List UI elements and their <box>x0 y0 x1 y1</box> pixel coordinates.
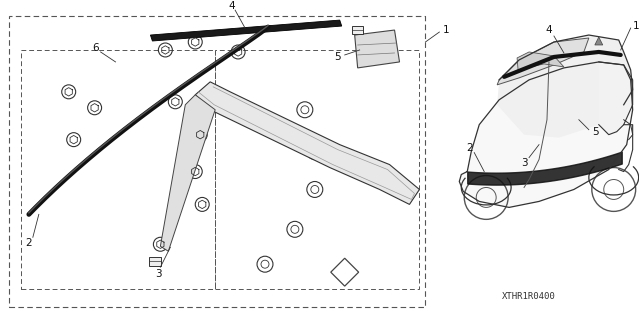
Bar <box>352 26 363 34</box>
Polygon shape <box>195 82 419 204</box>
Bar <box>149 257 161 266</box>
Text: 2: 2 <box>466 143 472 152</box>
Polygon shape <box>517 52 564 70</box>
Polygon shape <box>599 62 633 135</box>
Polygon shape <box>460 62 633 207</box>
Text: XTHR1R0400: XTHR1R0400 <box>502 292 556 301</box>
Text: 4: 4 <box>546 25 552 35</box>
Bar <box>21 50 215 289</box>
Text: 3: 3 <box>155 269 162 279</box>
Polygon shape <box>497 38 589 85</box>
Polygon shape <box>150 20 342 41</box>
Text: 2: 2 <box>26 238 32 248</box>
Bar <box>215 50 419 289</box>
Text: 1: 1 <box>633 21 639 31</box>
Text: 5: 5 <box>335 52 341 62</box>
Text: 5: 5 <box>592 127 598 137</box>
Text: 4: 4 <box>229 1 236 11</box>
Bar <box>9 16 426 307</box>
Polygon shape <box>331 258 358 286</box>
Text: 1: 1 <box>442 25 449 35</box>
Text: 3: 3 <box>521 158 527 167</box>
Polygon shape <box>161 95 215 251</box>
Polygon shape <box>595 37 603 45</box>
Text: 6: 6 <box>92 43 99 53</box>
Polygon shape <box>355 30 399 68</box>
Polygon shape <box>497 35 633 138</box>
